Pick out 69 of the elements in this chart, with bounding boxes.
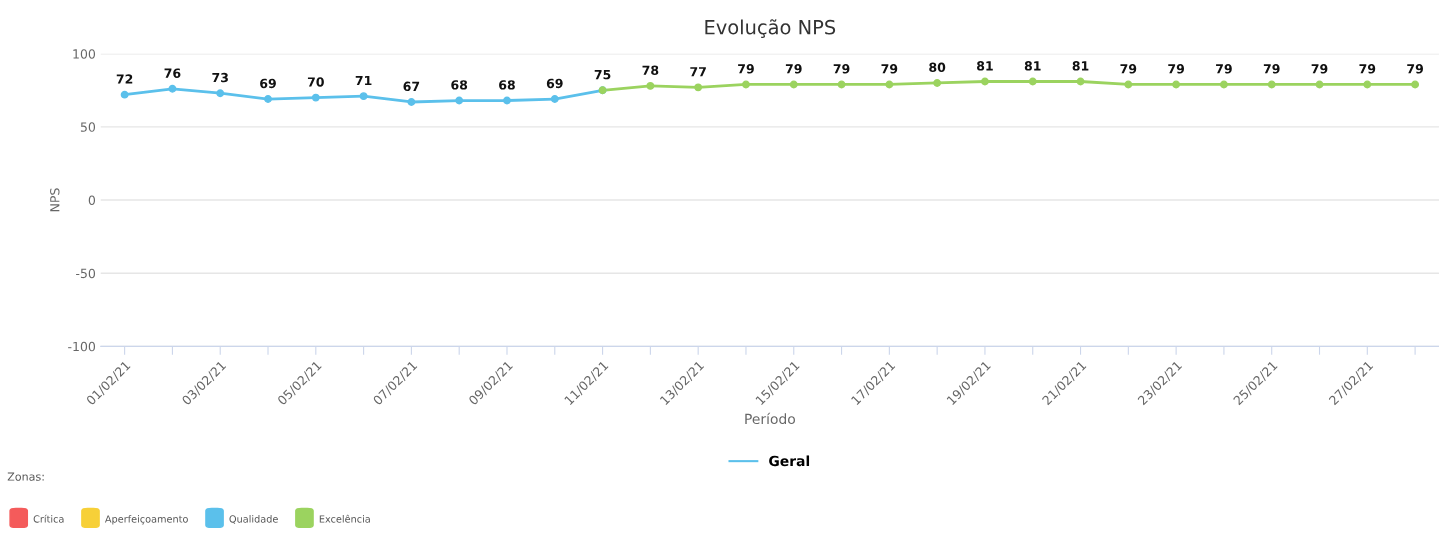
- data-label: 79: [1263, 64, 1280, 74]
- point: [550, 95, 559, 104]
- data-label: 81: [1072, 61, 1089, 71]
- data-label: 78: [642, 65, 659, 75]
- point: [407, 98, 416, 106]
- y-tick-label: 50: [80, 122, 96, 132]
- y-tick-label: 0: [88, 195, 96, 205]
- point: [1363, 80, 1372, 89]
- point: [694, 83, 703, 92]
- point: [216, 89, 225, 98]
- text: Qualidade: [229, 515, 278, 524]
- data-label: 79: [1120, 64, 1137, 74]
- point: [646, 81, 655, 90]
- point: [359, 92, 368, 101]
- x-axis-title: Período: [745, 412, 795, 425]
- data-label: 79: [1168, 64, 1185, 74]
- point: [885, 80, 894, 89]
- text: Aperfeiçoamento: [104, 515, 188, 525]
- data-label: 81: [977, 61, 993, 71]
- data-label: 73: [212, 72, 228, 83]
- text: Zonas:: [7, 472, 44, 481]
- legend-label: Geral: [769, 455, 810, 467]
- point: [1219, 80, 1228, 89]
- data-label: 67: [403, 81, 420, 92]
- text: Crítica: [33, 514, 64, 523]
- data-label: 79: [1216, 64, 1232, 74]
- point: [1172, 80, 1181, 89]
- data-label: 79: [1407, 64, 1423, 74]
- data-label: 69: [260, 78, 276, 89]
- point: [789, 80, 798, 89]
- data-label: 81: [1024, 61, 1041, 71]
- point: [1028, 77, 1037, 86]
- point: [503, 96, 511, 105]
- point: [742, 80, 750, 89]
- data-label: 71: [355, 75, 372, 86]
- data-label: 79: [1359, 64, 1376, 74]
- y-axis-title: NPS: [50, 188, 60, 212]
- point: [311, 93, 320, 102]
- data-label: 77: [690, 67, 706, 77]
- point: [837, 80, 846, 89]
- point: [1124, 80, 1133, 89]
- point: [933, 79, 942, 87]
- point: [980, 77, 989, 86]
- data-label: 79: [881, 64, 898, 74]
- data-label: 79: [1311, 64, 1328, 74]
- data-label: 75: [594, 70, 611, 80]
- y-tick-label: 100: [73, 49, 96, 59]
- point: [168, 84, 177, 93]
- point: [1411, 80, 1420, 89]
- point: [264, 95, 272, 104]
- point: [1315, 80, 1324, 89]
- data-label: 79: [785, 64, 802, 74]
- data-label: 70: [307, 77, 324, 87]
- data-label: 80: [929, 62, 946, 73]
- data-label: 68: [451, 80, 468, 90]
- data-label: 76: [164, 68, 181, 78]
- text: Excelência: [319, 514, 370, 523]
- point: [1076, 77, 1085, 86]
- chart-title: Evolução NPS: [705, 19, 836, 38]
- y-tick-label: -100: [68, 341, 96, 352]
- point: [455, 96, 464, 105]
- data-label: 79: [833, 64, 850, 74]
- data-label: 72: [116, 74, 133, 84]
- data-label: 68: [499, 80, 515, 90]
- data-label: 69: [546, 78, 563, 89]
- point: [120, 90, 129, 99]
- data-label: 79: [738, 64, 754, 74]
- point: [1267, 80, 1276, 89]
- y-tick-label: -50: [76, 268, 96, 279]
